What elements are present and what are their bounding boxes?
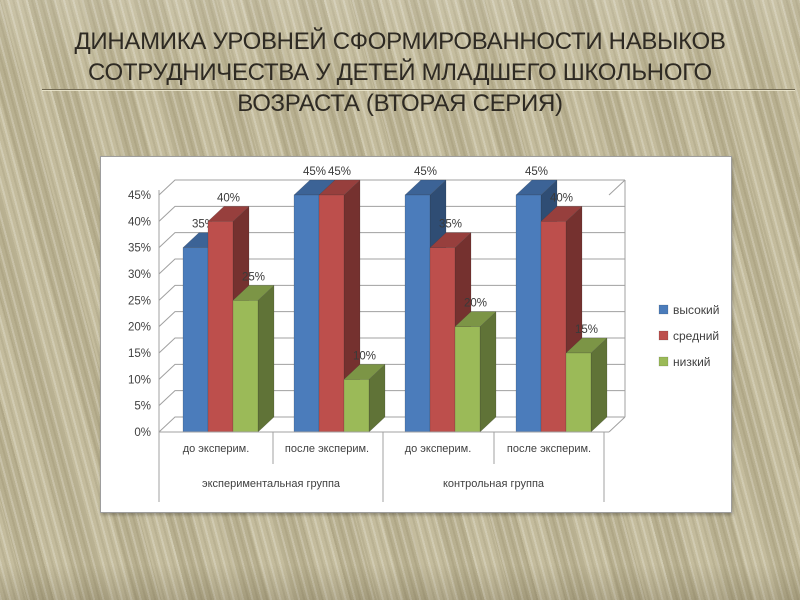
bar-data-label: 45% — [414, 166, 437, 178]
group-label: контрольная группа — [443, 478, 545, 490]
category-label: после эксперим. — [285, 443, 369, 455]
bar-средний — [207, 221, 234, 433]
chart-panel: 0% 5% 10% 15% 20% 25% 30% 35% 40% 45% 35% 40% 25% 45%… — [100, 156, 732, 513]
bar-высокий — [182, 247, 209, 433]
bar-side-низкий — [257, 284, 275, 433]
bar-data-label: 45% — [525, 166, 548, 178]
legend-swatch-низкий — [658, 356, 669, 367]
category-label: после эксперим. — [507, 443, 591, 455]
bar-data-label: 25% — [242, 271, 265, 283]
bar-data-label: 40% — [217, 192, 240, 204]
bar-data-label: 45% — [328, 166, 351, 178]
legend-swatch-высокий — [658, 304, 669, 315]
y-axis-tick-label: 10% — [128, 374, 151, 386]
bar-data-label: 15% — [575, 324, 598, 336]
gridline — [158, 284, 625, 301]
floor-right-diagonal — [608, 416, 626, 433]
title-line-2: СОТРУДНИЧЕСТВА У ДЕТЕЙ МЛАДШЕГО ШКОЛЬНОГ… — [88, 59, 712, 86]
category-label: до эксперим. — [183, 443, 250, 455]
y-axis-tick-label: 5% — [134, 401, 151, 413]
bar-side-низкий — [479, 311, 497, 433]
y-axis-tick-label: 15% — [128, 348, 151, 360]
y-axis-tick-label: 20% — [128, 322, 151, 334]
bar-средний — [540, 221, 567, 433]
group-label: экспериментальная группа — [202, 478, 341, 490]
bar-data-label: 40% — [550, 192, 573, 204]
y-axis-tick-label: 35% — [128, 243, 151, 255]
title-underline — [42, 89, 795, 90]
bar-side-низкий — [590, 337, 608, 433]
bar-низкий — [565, 352, 592, 433]
title-line-1: ДИНАМИКА УРОВНЕЙ СФОРМИРОВАННОСТИ НАВЫКО… — [74, 28, 726, 55]
y-axis-tick-label: 45% — [128, 190, 151, 202]
bar-высокий — [293, 194, 320, 433]
gridline — [158, 179, 625, 196]
bar-низкий — [454, 326, 481, 433]
title-line-3: ВОЗРАСТА (ВТОРАЯ СЕРИЯ) — [237, 90, 563, 117]
bar-средний — [429, 247, 456, 433]
slide-title: ДИНАМИКА УРОВНЕЙ СФОРМИРОВАННОСТИ НАВЫКО… — [30, 26, 770, 119]
bar-data-label: 10% — [353, 350, 376, 362]
legend-label: низкий — [673, 355, 711, 369]
legend-swatch-средний — [658, 330, 669, 341]
category-label: до эксперим. — [405, 443, 472, 455]
bar-высокий — [515, 194, 542, 433]
bar-низкий — [232, 300, 259, 433]
bar-chart-3d: 0% 5% 10% 15% 20% 25% 30% 35% 40% 45% 35% 40% 25% 45%… — [128, 166, 719, 502]
bar-data-label: 35% — [439, 219, 462, 231]
y-axis-tick-label: 25% — [128, 295, 151, 307]
bar-data-label: 20% — [464, 298, 487, 310]
gridline — [158, 258, 625, 275]
gridline — [158, 232, 625, 249]
y-axis-tick-label: 0% — [134, 427, 151, 439]
bar-data-label: 45% — [303, 166, 326, 178]
bar-высокий — [404, 194, 431, 433]
bar-низкий — [343, 379, 370, 433]
wall-top-right-diagonal — [608, 179, 626, 196]
legend-label: высокий — [673, 303, 719, 317]
y-axis-tick-label: 30% — [128, 269, 151, 281]
gridline — [158, 205, 625, 222]
bar-средний — [318, 194, 345, 433]
y-axis-tick-label: 40% — [128, 216, 151, 228]
legend-label: средний — [673, 329, 719, 343]
